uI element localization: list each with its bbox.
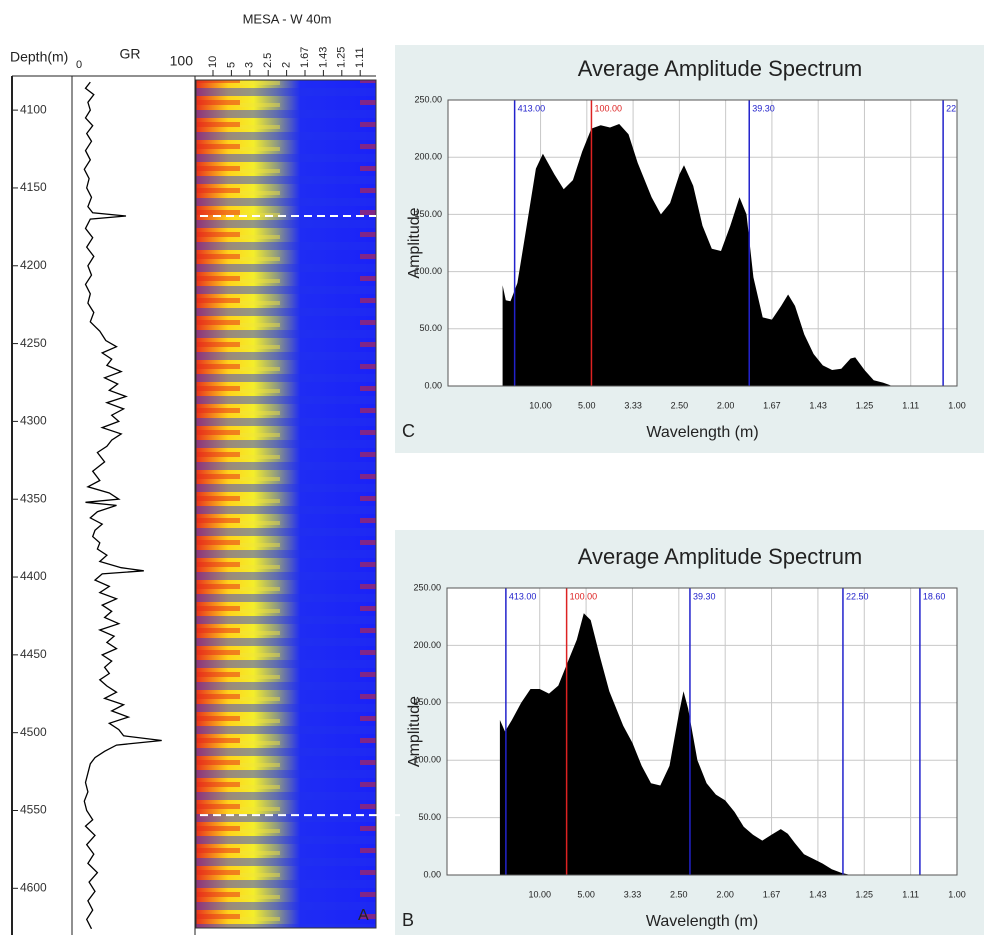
depth-tick-label: 4100 [20,102,47,116]
y-tick-label: 50.00 [418,812,441,822]
x-tick-label: 1.67 [763,889,781,899]
x-tick-label: 5.00 [577,889,595,899]
y-tick-label: 200.00 [413,640,441,650]
marker-label: 39.30 [752,103,775,113]
panel-label: B [402,910,414,930]
panel-label: C [402,421,415,441]
marker-label: 413.00 [518,103,546,113]
y-tick-label: 200.00 [414,152,442,162]
depth-tick-label: 4150 [20,180,47,194]
spectrogram-tick-label: 2.5 [262,53,274,68]
plot-frame [447,99,958,387]
marker-label: 22.50 [846,591,869,601]
spectrogram-tick-label: 1.67 [299,47,311,68]
gr-curve [83,81,162,930]
x-tick-label: 2.50 [671,400,689,410]
panel-label: A [358,907,369,924]
depth-tick-label: 4200 [20,258,47,272]
spectrogram-tick-label: 1.25 [336,47,348,68]
x-tick-label: 1.25 [856,889,874,899]
depth-tick-label: 4450 [20,647,47,661]
x-tick-label: 1.00 [948,400,966,410]
chart-title: Average Amplitude Spectrum [578,544,863,569]
depth-tick-label: 4500 [20,725,47,739]
track-scale-label: 100 [170,53,194,69]
x-tick-label: 1.00 [948,889,966,899]
x-tick-label: 5.00 [578,400,596,410]
x-tick-label: 2.00 [716,889,734,899]
depth-tick-label: 4600 [20,880,47,894]
x-axis-label: Wavelength (m) [646,913,758,930]
depth-tick-label: 4400 [20,569,47,583]
depth-tick-label: 4250 [20,336,47,350]
plot-frame [446,587,958,876]
x-tick-label: 1.25 [856,400,874,410]
spectrogram-tick-label: 10 [207,56,219,68]
spectrogram-frame [195,79,377,929]
spectrogram-tick-label: 5 [225,62,237,68]
track-scale-label: 0 [76,59,82,71]
spectrum-area [499,613,851,875]
spectrogram-tick-label: 1.11 [354,47,366,68]
x-tick-label: 10.00 [528,889,551,899]
marker-label: 100.00 [594,103,622,113]
spectrogram-tick-label: 3 [244,62,256,68]
x-tick-label: 2.50 [670,889,688,899]
spectrogram-tick-label: 1.43 [317,47,329,68]
y-axis-label: Amplitude [406,207,423,278]
y-axis-label: Amplitude [406,696,423,767]
track-name: GR [120,46,141,62]
spectrogram-tick-label: 2 [281,62,293,68]
spectrogram-texture [196,80,376,928]
x-axis-label: Wavelength (m) [646,424,758,441]
x-tick-label: 3.33 [624,889,642,899]
x-tick-label: 1.67 [763,400,781,410]
y-tick-label: 150.00 [413,697,441,707]
y-tick-label: 50.00 [419,323,442,333]
spectrogram-title: MESA - W 40m [243,11,332,26]
depth-tick-label: 4550 [20,803,47,817]
depth-axis-label: Depth(m) [10,49,68,65]
marker-label: 39.30 [693,591,716,601]
marker-label: 413.00 [509,591,537,601]
x-tick-label: 10.00 [529,400,552,410]
x-tick-label: 1.43 [809,889,827,899]
marker-label: 100.00 [570,591,598,601]
y-tick-label: 0.00 [423,869,441,879]
y-tick-label: 250.00 [414,94,442,104]
y-tick-label: 100.00 [413,755,441,765]
marker-label: 18.60 [923,591,946,601]
x-tick-label: 1.11 [902,889,919,899]
x-tick-label: 2.00 [717,400,735,410]
x-tick-label: 3.33 [624,400,642,410]
depth-tick-label: 4300 [20,414,47,428]
x-tick-label: 1.43 [809,400,827,410]
marker-label: 22 [946,103,956,113]
y-tick-label: 150.00 [414,209,442,219]
y-tick-label: 250.00 [413,582,441,592]
x-tick-label: 1.11 [902,400,919,410]
y-tick-label: 0.00 [424,380,442,390]
y-tick-label: 100.00 [414,266,442,276]
depth-tick-label: 4350 [20,491,47,505]
spectrum-area [502,124,893,386]
chart-title: Average Amplitude Spectrum [578,56,863,81]
